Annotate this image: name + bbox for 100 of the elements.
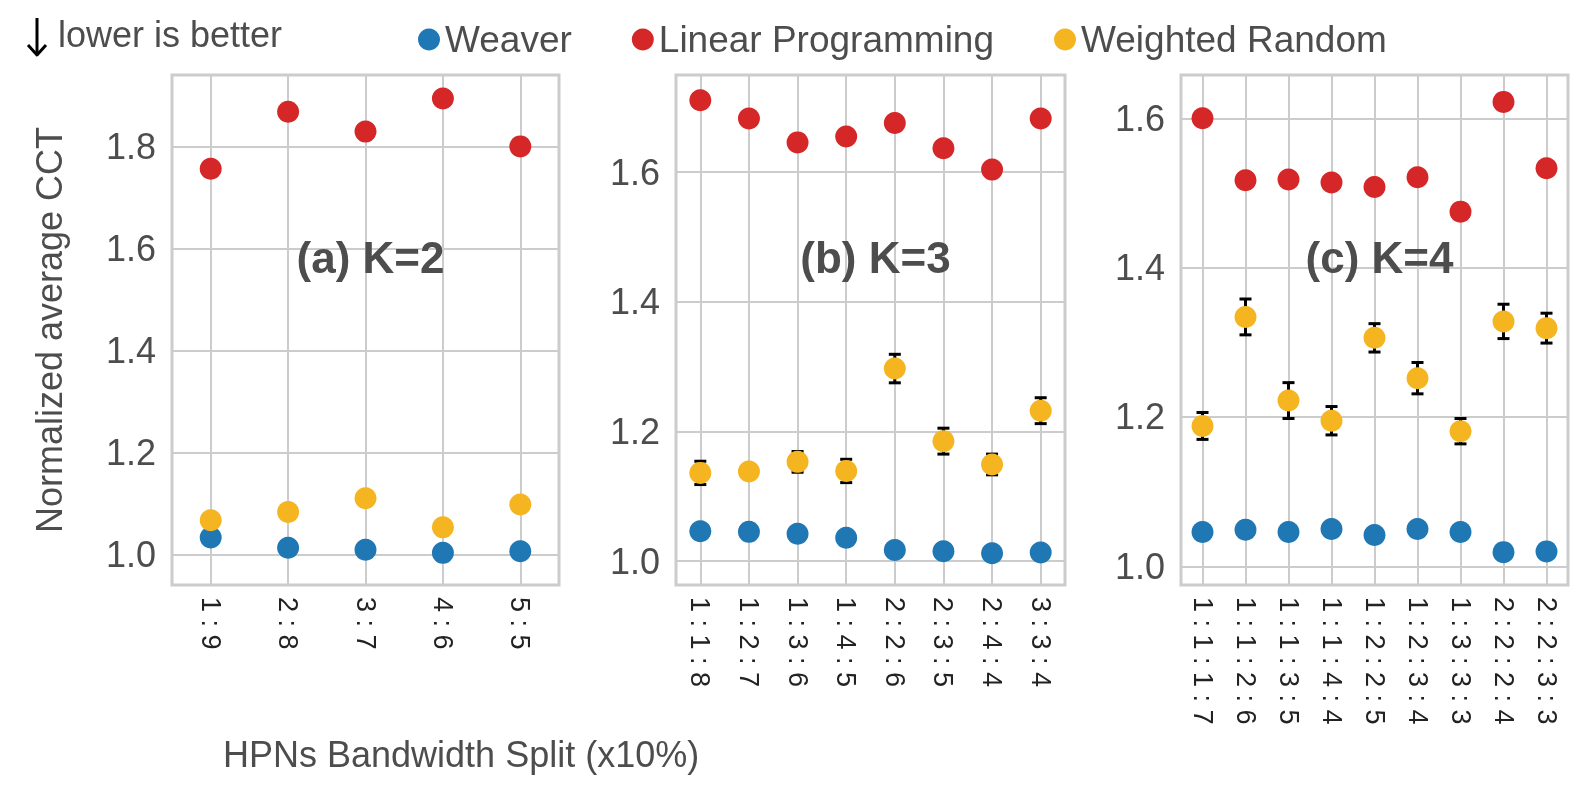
x-axis-title: HPNs Bandwidth Split (x10%) [223, 733, 700, 775]
point [1363, 326, 1386, 349]
x-tick-label: 1 : 2 : 2 : 5 [1359, 597, 1390, 725]
text: (a) K=2 [296, 232, 445, 282]
x-tick-label: 1 : 4 : 5 [831, 597, 862, 688]
point [431, 87, 454, 110]
point [932, 430, 955, 453]
point [737, 460, 760, 483]
point [431, 516, 454, 539]
point [932, 137, 955, 160]
point [1449, 420, 1472, 443]
legend-label: Weaver [445, 19, 572, 60]
x-tick-label: 1 : 1 : 4 : 4 [1316, 597, 1347, 725]
point [1029, 399, 1052, 422]
point [431, 541, 454, 564]
point [883, 357, 906, 380]
point [1320, 409, 1343, 432]
point [786, 522, 809, 545]
y-tick-label: 1.2 [1114, 396, 1165, 438]
point [1234, 518, 1257, 541]
y-tick-label: 1.2 [609, 410, 660, 452]
point [981, 453, 1004, 476]
point [737, 107, 760, 130]
x-tick-label: 3 : 7 [350, 597, 381, 650]
point [199, 157, 222, 180]
x-tick-label: 2 : 4 : 4 [977, 597, 1008, 688]
text: (c) K=4 [1305, 232, 1454, 282]
x-tick-label: 2 : 2 : 3 : 3 [1531, 597, 1562, 725]
point [689, 520, 712, 543]
x-tick-label: 4 : 6 [427, 597, 458, 650]
y-tick-label: 1.4 [105, 329, 156, 371]
point [1535, 157, 1558, 180]
point [1191, 107, 1214, 130]
point [835, 125, 858, 148]
point [737, 520, 760, 543]
point [1234, 305, 1257, 328]
point [1277, 389, 1300, 412]
y-tick-label: 1.6 [1114, 97, 1165, 139]
y-tick-label: 1.4 [609, 281, 660, 323]
point [1406, 518, 1429, 540]
point [1363, 176, 1386, 198]
point [1492, 541, 1515, 564]
point [981, 158, 1004, 181]
y-tick-label: 1.2 [105, 431, 156, 473]
point [1191, 520, 1214, 543]
y-tick-label: 1.0 [1114, 545, 1165, 587]
y-tick-label: 1.6 [105, 227, 156, 269]
x-tick-label: 2 : 2 : 6 [879, 597, 910, 688]
y-axis-title: Normalized average CCT [28, 126, 70, 534]
x-tick-label: 1 : 1 : 3 : 5 [1273, 597, 1304, 725]
point [1277, 520, 1300, 543]
point [199, 509, 222, 532]
point [1449, 520, 1472, 543]
legend-label: Weighted Random [1081, 19, 1387, 60]
point [835, 459, 858, 482]
x-tick-label: 1 : 2 : 3 : 4 [1402, 597, 1433, 725]
point [1277, 168, 1300, 191]
point [509, 135, 532, 158]
point [1191, 414, 1214, 437]
text: lower is better [58, 13, 283, 55]
point [1029, 107, 1052, 130]
point [1320, 518, 1343, 540]
point [1320, 171, 1343, 194]
x-tick-label: 1 : 1 : 1 : 7 [1187, 597, 1218, 725]
x-tick-label: 1 : 1 : 8 [685, 597, 716, 688]
y-tick-label: 1.4 [1114, 247, 1165, 289]
y-tick-label: 1.0 [609, 540, 660, 582]
point [1492, 310, 1515, 333]
point [1535, 540, 1558, 563]
point [981, 542, 1004, 565]
x-tick-label: 1 : 3 : 3 : 3 [1445, 597, 1476, 725]
x-tick-label: 1 : 2 : 7 [733, 597, 764, 688]
point [689, 89, 712, 112]
point [277, 536, 300, 559]
x-tick-label: 1 : 9 [195, 597, 226, 650]
point [883, 111, 906, 134]
point [786, 131, 809, 154]
point [835, 526, 858, 549]
x-tick-label: 2 : 3 : 5 [928, 597, 959, 688]
x-tick-label: 2 : 8 [273, 597, 304, 650]
x-tick-label: 5 : 5 [505, 597, 536, 650]
y-tick-label: 1.8 [105, 125, 156, 167]
point [1363, 523, 1386, 546]
point [1234, 169, 1257, 192]
point [1029, 541, 1052, 564]
point [1492, 90, 1515, 113]
point [786, 450, 809, 473]
point [354, 487, 377, 510]
x-tick-label: 3 : 3 : 4 [1025, 597, 1056, 688]
point [883, 539, 906, 561]
point [277, 100, 300, 123]
point [1406, 166, 1429, 189]
y-tick-label: 1.0 [105, 533, 156, 575]
legend-label: Linear Programming [658, 19, 995, 60]
point [354, 120, 377, 143]
point [277, 501, 300, 524]
point [354, 538, 377, 561]
point [1449, 200, 1472, 223]
x-tick-label: 1 : 3 : 6 [782, 597, 813, 688]
point [1535, 317, 1558, 340]
